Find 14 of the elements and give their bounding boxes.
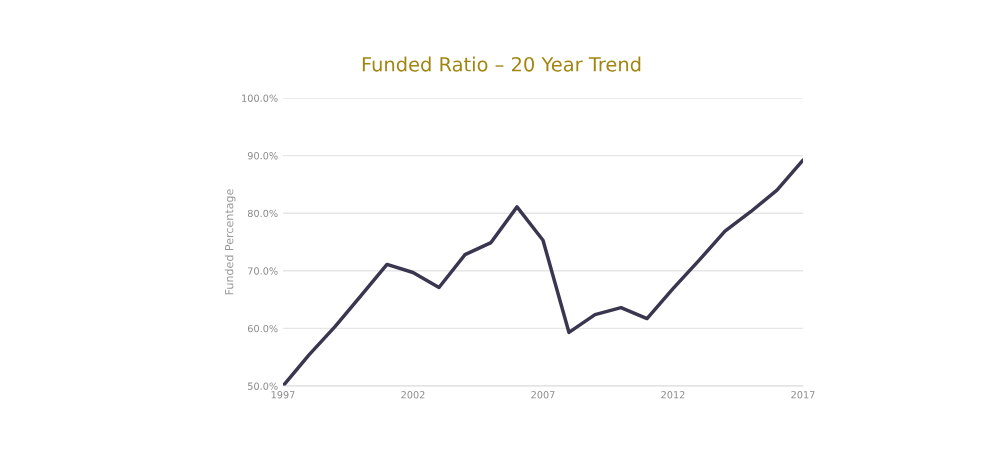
y-tick-label: 70.0% <box>248 267 278 275</box>
y-tick-label: 90.0% <box>247 152 278 160</box>
x-tick-label: 2002 <box>401 391 425 399</box>
y-tick-label: 100.0% <box>242 94 278 102</box>
y-axis-title: Funded Percentage <box>224 189 236 295</box>
chart-title: Funded Ratio – 20 Year Trend <box>362 56 641 72</box>
x-tick-label: 2017 <box>791 391 815 399</box>
line-series <box>283 158 803 386</box>
y-tick-label: 50.0% <box>248 382 278 390</box>
x-tick-label: 1997 <box>271 391 295 399</box>
x-tick-label: 2012 <box>661 391 685 399</box>
x-tick-label: 2007 <box>531 391 555 399</box>
y-tick-label: 60.0% <box>247 324 278 333</box>
y-tick-label: 80.0% <box>247 209 278 218</box>
